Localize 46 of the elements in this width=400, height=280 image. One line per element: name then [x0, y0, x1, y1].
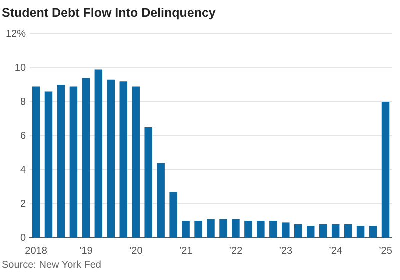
bar: [107, 80, 116, 238]
bar: [369, 226, 378, 238]
y-tick-label: 6: [20, 130, 26, 142]
bar: [82, 78, 90, 238]
x-tick-label: ’21: [179, 246, 194, 257]
bar: [382, 102, 390, 238]
x-tick-label: ’24: [329, 246, 343, 257]
bar: [57, 85, 66, 238]
x-tick-label: ’23: [279, 246, 294, 257]
bar: [170, 192, 178, 238]
y-tick-label: 4: [20, 164, 26, 176]
bar: [70, 86, 78, 238]
y-tick-label: 8: [20, 96, 26, 108]
bar: [120, 82, 128, 238]
bar: [257, 221, 265, 238]
bar: [232, 219, 240, 238]
bar: [356, 226, 365, 238]
bar: [32, 86, 40, 238]
bar: [244, 221, 252, 238]
bar: [282, 222, 290, 238]
bar: [270, 221, 278, 238]
bar: [332, 224, 340, 238]
x-tick-label: ’22: [229, 246, 244, 257]
x-tick-label: ’20: [129, 246, 144, 257]
bar: [319, 224, 328, 238]
y-tick-label: 12%: [6, 28, 26, 40]
bar: [182, 221, 190, 238]
y-tick-label: 10: [14, 62, 26, 74]
bar: [194, 221, 202, 238]
y-tick-label: 0: [20, 232, 26, 244]
bar: [94, 70, 103, 238]
bar: [144, 128, 152, 238]
bar: [294, 224, 302, 238]
bar: [44, 92, 53, 238]
x-tick-label: ’25: [379, 246, 393, 257]
x-tick-label: 2018: [25, 246, 48, 257]
source-note: Source: New York Fed: [1, 260, 102, 271]
bar: [306, 226, 315, 238]
bar: [157, 163, 165, 238]
bar: [220, 219, 228, 238]
chart-title: Student Debt Flow Into Delinquency: [1, 5, 217, 22]
bar: [132, 86, 140, 238]
x-tick-label: ’19: [80, 246, 94, 257]
bar: [207, 219, 215, 238]
y-tick-label: 2: [20, 198, 26, 210]
bar: [344, 224, 352, 238]
